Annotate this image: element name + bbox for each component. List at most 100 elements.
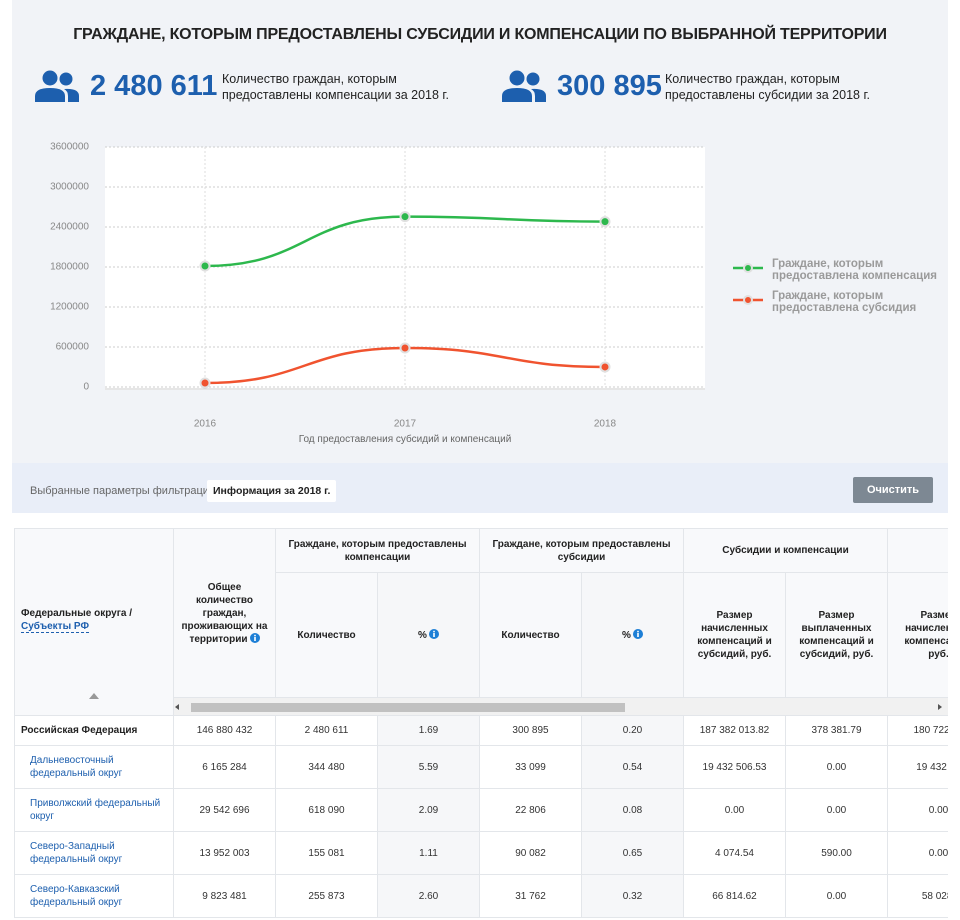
group-header: Граждане, которым предоставлены компенса… — [275, 528, 480, 573]
legend-label[interactable]: Граждане, которым предоставлена компенса… — [772, 258, 938, 282]
table-cell: 1.11 — [377, 831, 480, 875]
region-name[interactable]: Северо-Западный федеральный округ — [14, 831, 174, 875]
clear-button[interactable]: Очистить — [853, 477, 933, 503]
population-text: Общее количество граждан, проживающих на… — [181, 581, 268, 645]
legend-marker — [743, 295, 753, 305]
table-cell: 0.00 — [887, 788, 948, 832]
table-cell: 0.65 — [581, 831, 684, 875]
legend-label[interactable]: Граждане, которым предоставлена субсидия — [772, 290, 917, 314]
data-point — [399, 342, 411, 354]
table-cell: 22 806 — [479, 788, 582, 832]
region-name: Российская Федерация — [14, 715, 174, 746]
column-header: Размер выплаченных компенсаций и субсиди… — [785, 572, 888, 698]
column-header-text: % — [622, 629, 631, 641]
scroll-row — [15, 697, 948, 716]
column-header: Количество — [479, 572, 582, 698]
x-tick-label: 2016 — [194, 419, 217, 430]
data-point — [199, 260, 211, 272]
column-header: Размер начисленных компенсаций, руб. — [887, 572, 948, 698]
table-cell: 6 165 284 — [173, 745, 276, 789]
header-row: Федеральные округа / Субъекты РФ Общее кол… — [14, 528, 948, 716]
table-cell: 0.20 — [581, 715, 684, 746]
table-cell: 0.00 — [785, 788, 888, 832]
y-tick-label: 3000000 — [50, 182, 89, 193]
table-row: Северо-Кавказский федеральный округ 9 823… — [14, 874, 948, 918]
info-icon[interactable] — [632, 628, 643, 639]
table-cell: 618 090 — [275, 788, 378, 832]
column-header-text: Размер выплаченных компенсаций и субсиди… — [799, 610, 874, 660]
table-cell: 19 432 506.53 — [683, 745, 786, 789]
table-cell: 2 480 611 — [275, 715, 378, 746]
stat-label: Количество граждан, которым предоставлен… — [222, 72, 449, 102]
filter-label: Выбранные параметры фильтрации: — [30, 485, 219, 497]
table-cell: 33 099 — [479, 745, 582, 789]
table-body: Российская Федерация 146 880 432 2 480 611… — [14, 715, 948, 918]
table-head: Федеральные округа / Субъекты РФ Общее кол… — [14, 528, 948, 716]
column-header: % — [581, 572, 684, 698]
table-cell: 0.00 — [785, 874, 888, 918]
table-cell: 5.59 — [377, 745, 480, 789]
table-container: Федеральные округа / Субъекты РФ Общее кол… — [14, 528, 948, 920]
table-cell: 1.69 — [377, 715, 480, 746]
y-tick-label: 3600000 — [50, 142, 89, 153]
table-row: Приволжский федеральный округ 29 542 696 6… — [14, 788, 948, 832]
table-cell: 19 432 50 — [887, 745, 948, 789]
column-header: % — [377, 572, 480, 698]
table-cell: 300 895 — [479, 715, 582, 746]
region-name[interactable]: Дальневосточный федеральный округ — [14, 745, 174, 789]
table-cell: 2.09 — [377, 788, 480, 832]
corner-link[interactable]: Субъекты РФ — [21, 621, 89, 633]
filter-chip[interactable]: Информация за 2018 г. — [207, 480, 337, 502]
x-axis-title: Год предоставления субсидий и компенсаци… — [298, 434, 512, 445]
data-table: Федеральные округа / Субъекты РФ Общее кол… — [14, 528, 948, 918]
column-header-text: Размер начисленных компенсаций, руб. — [904, 610, 948, 660]
table-row: Российская Федерация 146 880 432 2 480 611… — [14, 715, 948, 746]
table-cell: 0.00 — [785, 745, 888, 789]
table-cell: 31 762 — [479, 874, 582, 918]
corner-text: Федеральные округа / — [21, 608, 133, 619]
data-point — [599, 361, 611, 373]
corner-header: Федеральные округа / Субъекты РФ — [14, 528, 174, 716]
y-tick-label: 1200000 — [50, 302, 89, 313]
column-header: Размер начисленных компенсаций и субсиди… — [683, 572, 786, 698]
region-name[interactable]: Приволжский федеральный округ — [14, 788, 174, 832]
people-icon — [502, 70, 546, 102]
table-cell: 0.32 — [581, 874, 684, 918]
table-cell: 187 382 013.82 — [683, 715, 786, 746]
x-tick-label: 2017 — [394, 419, 417, 430]
table-cell: 378 381.79 — [785, 715, 888, 746]
x-tick-label: 2018 — [594, 419, 617, 430]
y-tick-label: 2400000 — [50, 222, 89, 233]
region-name[interactable]: Северо-Кавказский федеральный округ — [14, 874, 174, 918]
table-row: Дальневосточный федеральный округ 6 165 2… — [14, 745, 948, 789]
info-icon[interactable] — [428, 628, 439, 639]
subheader-row: Количество% Количество% Размер начисленных… — [15, 572, 948, 698]
table-cell: 13 952 003 — [173, 831, 276, 875]
table-cell: 66 814.62 — [683, 874, 786, 918]
column-header-text: Размер начисленных компенсаций и субсиди… — [697, 610, 772, 660]
table-cell: 4 074.54 — [683, 831, 786, 875]
filter-bar — [12, 463, 948, 513]
table-cell: 344 480 — [275, 745, 378, 789]
info-icon[interactable] — [249, 632, 260, 643]
page-title: ГРАЖДАНЕ, КОТОРЫМ ПРЕДОСТАВЛЕНЫ СУБСИДИИ… — [73, 26, 887, 43]
scrollbar-track[interactable] — [174, 699, 948, 715]
group-header — [887, 528, 948, 573]
table-cell: 146 880 432 — [173, 715, 276, 746]
table-cell: 9 823 481 — [173, 874, 276, 918]
table-cell: 29 542 696 — [173, 788, 276, 832]
stat-value: 2 480 611 — [90, 70, 218, 102]
line-chart: 0 600000 1200000 1800000 2400000 3000000 36000… — [50, 142, 763, 430]
people-icon — [35, 70, 79, 102]
table-cell: 180 722 28 — [887, 715, 948, 746]
column-header-text: Количество — [297, 629, 356, 641]
legend-marker — [743, 263, 753, 273]
group-header: Субсидии и компенсации — [683, 528, 888, 573]
table-cell: 0.54 — [581, 745, 684, 789]
scrollbar[interactable] — [173, 697, 948, 716]
stat-label: Количество граждан, которым предоставлен… — [665, 72, 870, 102]
sort-arrow[interactable] — [89, 693, 99, 699]
table-cell: 590.00 — [785, 831, 888, 875]
table-cell: 0.08 — [581, 788, 684, 832]
